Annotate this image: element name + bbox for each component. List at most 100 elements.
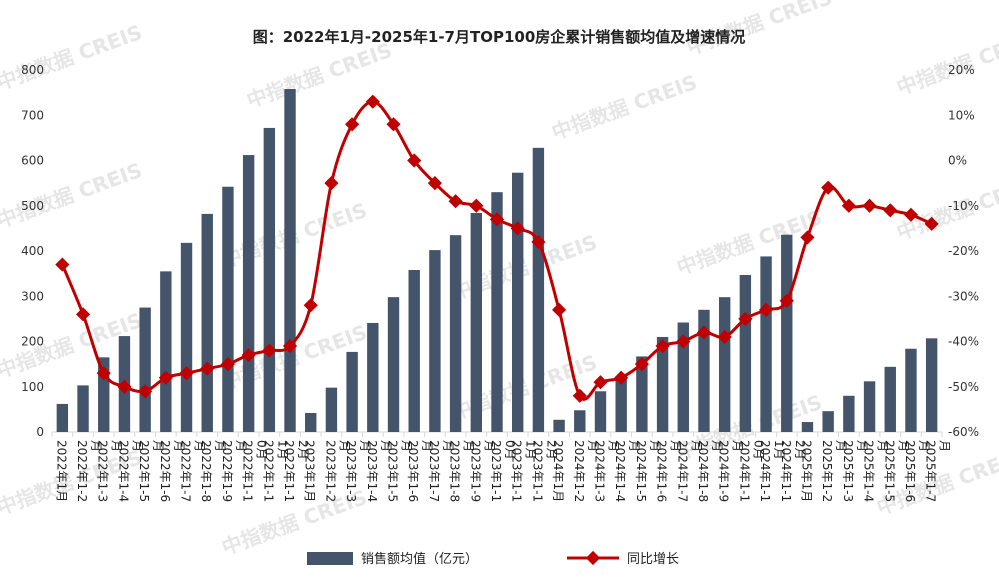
bar bbox=[56, 403, 69, 432]
watermark-text: 中指数据 CREIS bbox=[894, 25, 999, 100]
x-tick-label: 0月 bbox=[503, 440, 517, 460]
line-point bbox=[593, 375, 608, 390]
line-point bbox=[241, 348, 256, 363]
line-point bbox=[614, 370, 629, 385]
line-point bbox=[117, 379, 132, 394]
x-tick-label: 2024年1-9 bbox=[717, 440, 731, 502]
x-tick-label: 2024年1-2 bbox=[572, 440, 586, 502]
bar bbox=[512, 172, 524, 432]
legend-line-marker bbox=[585, 550, 601, 566]
x-tick-label: 月 bbox=[896, 440, 910, 452]
y-right-tick-label: 20% bbox=[948, 63, 975, 77]
line-point bbox=[634, 357, 649, 372]
line-point bbox=[883, 203, 898, 218]
x-tick-label: 月 bbox=[482, 440, 496, 452]
bar bbox=[905, 348, 917, 432]
bar bbox=[139, 307, 151, 432]
line-point bbox=[303, 298, 318, 313]
y-left-tick-label: 300 bbox=[21, 289, 44, 303]
watermark-text: 中指数据 CREIS bbox=[549, 70, 701, 145]
line-point bbox=[220, 357, 236, 372]
x-tick-label: 2024年1-4 bbox=[613, 440, 627, 502]
x-tick-label: 2025年1-7 bbox=[924, 440, 938, 502]
x-tick-label: 2022年1-5 bbox=[137, 440, 151, 502]
bar bbox=[656, 336, 669, 432]
x-tick-label: 2023年1-6 bbox=[406, 440, 420, 502]
bar bbox=[822, 411, 834, 432]
bar bbox=[532, 147, 545, 432]
bar bbox=[222, 186, 234, 432]
line-point bbox=[365, 94, 380, 109]
line-point bbox=[572, 388, 587, 403]
legend-line-label: 同比增长 bbox=[627, 552, 679, 567]
x-tick-label: 2022年1-1 bbox=[282, 440, 296, 502]
bar bbox=[180, 242, 193, 432]
x-tick-label: 2025年1-3 bbox=[841, 440, 855, 502]
x-tick-label: 月 bbox=[151, 440, 165, 452]
line-point bbox=[407, 153, 422, 168]
bar bbox=[884, 366, 896, 432]
x-tick-label: 2024年1-3 bbox=[592, 440, 606, 502]
x-tick-label: 月 bbox=[710, 440, 724, 452]
bar bbox=[160, 271, 172, 432]
x-tick-label: 1月 bbox=[524, 440, 538, 460]
line-point bbox=[862, 198, 877, 213]
line-point bbox=[158, 370, 173, 385]
bar bbox=[77, 385, 89, 432]
x-tick-label: 月 bbox=[876, 440, 890, 452]
x-tick-label: 月 bbox=[586, 440, 600, 452]
x-tick-label: 2025年1-2 bbox=[820, 440, 834, 502]
line-point bbox=[179, 366, 194, 381]
y-left-tick-label: 400 bbox=[21, 244, 44, 258]
x-tick-label: 2024年1-1 bbox=[737, 440, 751, 502]
line-point bbox=[200, 361, 215, 376]
x-tick-label: 月 bbox=[606, 440, 620, 452]
bar bbox=[325, 387, 338, 432]
bar bbox=[305, 412, 317, 432]
line-point bbox=[841, 198, 856, 213]
x-tick-label: 2022年1-3 bbox=[96, 440, 110, 502]
line-point bbox=[924, 216, 939, 231]
x-tick-label: 月 bbox=[689, 440, 703, 452]
x-tick-label: 月 bbox=[917, 440, 931, 452]
y-right-tick-label: -60% bbox=[948, 425, 979, 439]
x-tick-label: 月 bbox=[834, 440, 848, 452]
line-point bbox=[552, 302, 567, 317]
x-tick-label: 月 bbox=[627, 440, 641, 452]
y-right-tick-label: -20% bbox=[948, 244, 979, 258]
x-tick-label: 2023年1月 bbox=[303, 440, 317, 502]
x-tick-label: 2022年1-1 bbox=[261, 440, 275, 502]
bar bbox=[367, 322, 379, 432]
x-tick-label: 月 bbox=[420, 440, 434, 452]
line-point bbox=[676, 334, 691, 349]
bar bbox=[470, 212, 482, 432]
line-point bbox=[510, 221, 525, 236]
x-tick-label: 月 bbox=[669, 440, 683, 452]
bar bbox=[429, 250, 441, 432]
x-tick-label: 月 bbox=[337, 440, 351, 452]
x-tick-label: 月 bbox=[193, 440, 207, 452]
bar bbox=[594, 391, 607, 432]
x-tick-label: 2月 bbox=[793, 440, 807, 460]
bar bbox=[201, 213, 213, 432]
x-tick-label: 月 bbox=[110, 440, 124, 452]
x-tick-label: 2023年1-1 bbox=[510, 440, 524, 502]
line-point bbox=[262, 343, 277, 358]
bar bbox=[574, 410, 586, 432]
y-right-tick-label: 10% bbox=[948, 108, 975, 122]
x-tick-label: 2022年1-4 bbox=[116, 440, 130, 502]
bar bbox=[284, 89, 296, 432]
x-tick-label: 2024年1-5 bbox=[634, 440, 648, 502]
legend: 销售额均值（亿元） 同比增长 bbox=[307, 550, 679, 567]
bar bbox=[801, 422, 814, 432]
bar bbox=[98, 357, 110, 432]
y-left-tick-label: 600 bbox=[21, 154, 44, 168]
y-right-tick-label: -50% bbox=[948, 380, 979, 394]
line-point bbox=[345, 117, 360, 132]
line-point bbox=[489, 212, 505, 227]
y-right-tick-label: -10% bbox=[948, 199, 979, 213]
bar-series bbox=[56, 89, 938, 433]
legend-bar-label: 销售额均值（亿元） bbox=[361, 551, 478, 567]
x-tick-label: 2月 bbox=[544, 440, 558, 460]
